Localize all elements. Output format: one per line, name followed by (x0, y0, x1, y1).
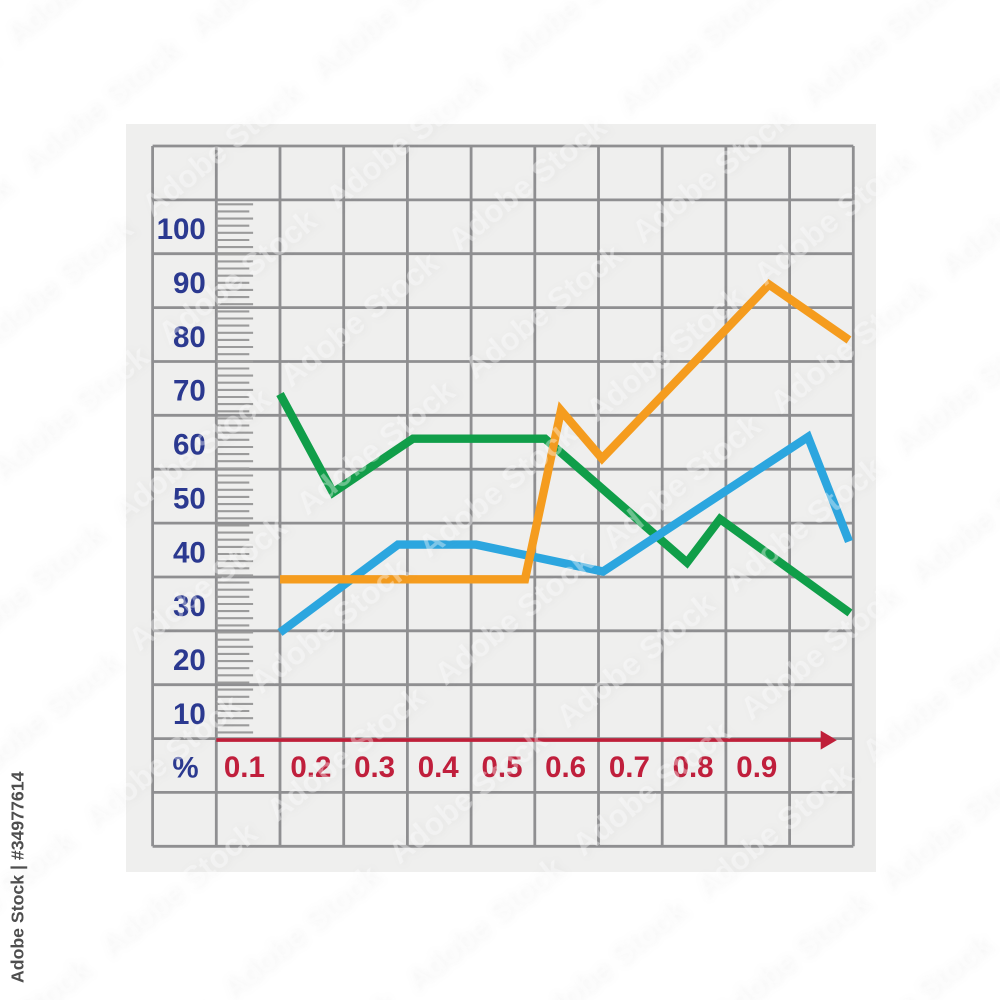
svg-text:50: 50 (173, 482, 206, 515)
svg-text:70: 70 (173, 375, 206, 408)
svg-text:Adobe Stock: Adobe Stock (915, 7, 1000, 156)
svg-text:Adobe Stock: Adobe Stock (519, 892, 692, 1000)
svg-text:Adobe Stock: Adobe Stock (871, 748, 1000, 897)
svg-text:Adobe Stock: Adobe Stock (0, 39, 1, 188)
svg-text:30: 30 (173, 590, 206, 623)
svg-text:60: 60 (173, 429, 206, 462)
svg-text:Adobe Stock: Adobe Stock (213, 857, 386, 1000)
svg-text:Adobe Stock: Adobe Stock (855, 620, 1000, 769)
svg-text:0.5: 0.5 (481, 751, 522, 784)
svg-text:Adobe Stock: Adobe Stock (487, 0, 660, 79)
svg-text:10: 10 (173, 698, 206, 731)
svg-text:20: 20 (173, 644, 206, 677)
svg-text:Adobe Stock: Adobe Stock (609, 0, 782, 122)
svg-text:100: 100 (157, 213, 206, 246)
svg-text:Adobe Stock: Adobe Stock (0, 0, 169, 53)
svg-text:0.9: 0.9 (736, 751, 777, 784)
svg-text:0.2: 0.2 (290, 751, 331, 784)
svg-text:90: 90 (173, 267, 206, 300)
svg-text:Adobe Stock: Adobe Stock (703, 884, 876, 1000)
svg-text:0.6: 0.6 (545, 751, 586, 784)
svg-text:40: 40 (173, 536, 206, 569)
svg-text:Adobe Stock: Adobe Stock (303, 0, 476, 87)
svg-text:Adobe Stock | #34977614: Adobe Stock | #34977614 (8, 771, 28, 983)
svg-text:Adobe Stock: Adobe Stock (931, 135, 1000, 284)
svg-text:Adobe Stock: Adobe Stock (0, 644, 126, 793)
svg-text:0.4: 0.4 (418, 751, 460, 784)
svg-text:%: % (172, 752, 198, 785)
svg-text:Adobe Stock: Adobe Stock (885, 313, 1000, 462)
svg-text:Adobe Stock: Adobe Stock (901, 441, 1000, 590)
svg-text:Adobe Stock: Adobe Stock (793, 0, 966, 114)
svg-text:0.7: 0.7 (609, 751, 650, 784)
svg-text:Adobe Stock: Adobe Stock (825, 926, 998, 1000)
svg-text:80: 80 (173, 321, 206, 354)
svg-text:0.1: 0.1 (224, 751, 265, 784)
svg-text:0.3: 0.3 (354, 751, 395, 784)
svg-text:0.8: 0.8 (673, 751, 714, 784)
svg-text:Adobe Stock: Adobe Stock (0, 516, 110, 665)
svg-text:Adobe Stock: Adobe Stock (0, 210, 140, 359)
